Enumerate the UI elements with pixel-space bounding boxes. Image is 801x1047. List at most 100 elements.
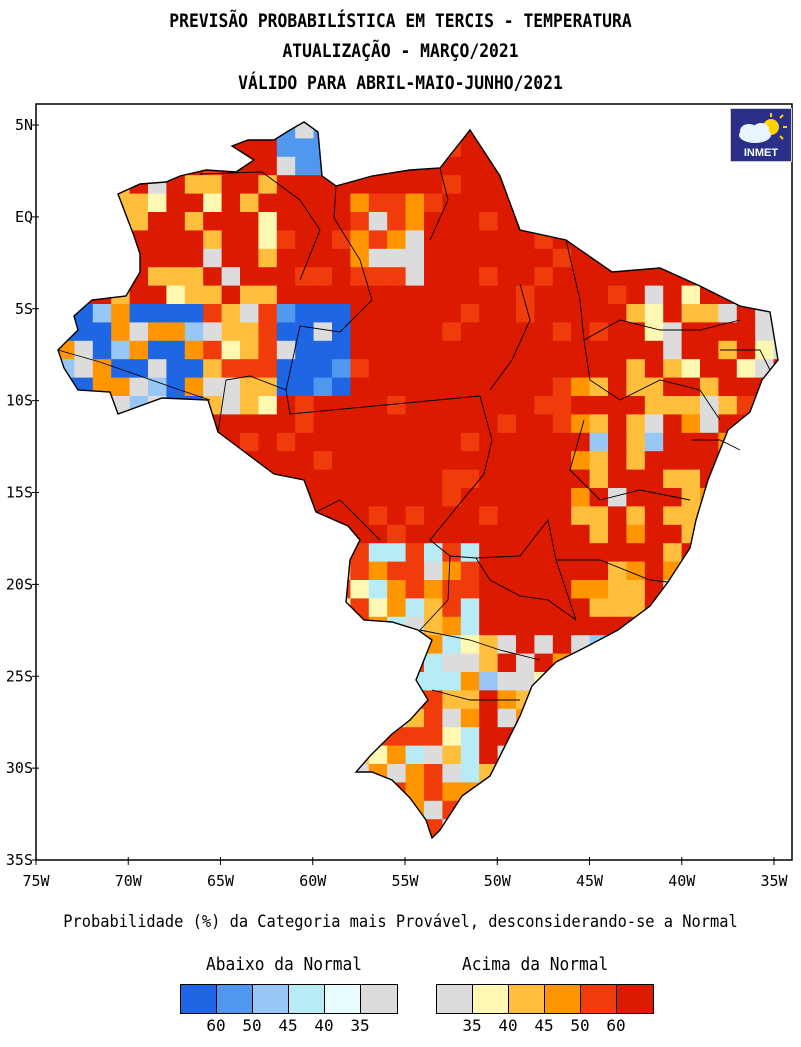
- legend-below-swatch: [217, 985, 253, 1013]
- probability-cell: [663, 524, 683, 544]
- probability-cell: [626, 524, 646, 544]
- probability-cell: [405, 580, 425, 599]
- probability-cell: [626, 580, 646, 599]
- probability-cell: [626, 432, 646, 452]
- probability-cell: [405, 727, 425, 747]
- probability-cell: [442, 377, 462, 397]
- probability-cell: [700, 304, 719, 323]
- probability-cell: [332, 488, 351, 507]
- probability-cell: [681, 304, 701, 323]
- probability-cell: [74, 340, 94, 360]
- probability-cell: [700, 322, 719, 342]
- probability-cell: [350, 267, 370, 287]
- probability-cell: [534, 396, 554, 415]
- lat-tick-label: 15S: [6, 484, 33, 502]
- lon-tick-label: 40W: [668, 872, 696, 890]
- probability-cell: [387, 745, 407, 765]
- probability-cell: [424, 377, 443, 397]
- probability-cell: [718, 304, 738, 323]
- probability-cell: [681, 340, 701, 360]
- probability-cell: [111, 322, 131, 342]
- probability-cell: [129, 304, 149, 323]
- probability-cell: [442, 414, 462, 434]
- probability-cell: [663, 285, 683, 305]
- probability-cell: [479, 543, 499, 563]
- probability-cell: [350, 322, 370, 342]
- probability-cell: [479, 212, 499, 231]
- probability-cell: [663, 451, 683, 471]
- probability-cell: [405, 285, 425, 305]
- probability-cell: [663, 359, 683, 379]
- probability-cell: [552, 635, 572, 655]
- probability-cell: [424, 672, 443, 691]
- probability-cell: [387, 506, 407, 526]
- probability-cell: [534, 304, 554, 323]
- probability-cell: [424, 212, 443, 231]
- probability-cell: [424, 285, 443, 305]
- probability-cell: [700, 340, 719, 360]
- probability-cell: [258, 248, 278, 268]
- probability-cell: [663, 414, 683, 434]
- probability-cell: [516, 488, 535, 507]
- probability-cell: [497, 543, 517, 563]
- probability-cell: [534, 635, 554, 655]
- probability-cell: [148, 248, 167, 268]
- probability-cell: [405, 598, 425, 618]
- probability-cell: [718, 396, 738, 415]
- probability-cell: [258, 212, 278, 231]
- probability-cell: [571, 580, 591, 599]
- probability-cell: [644, 414, 664, 434]
- probability-cell: [221, 267, 241, 287]
- probability-cell: [295, 212, 315, 231]
- probability-cell: [534, 377, 554, 397]
- probability-cell: [460, 359, 480, 379]
- legend-below-swatch: [181, 985, 217, 1013]
- probability-cell: [516, 451, 535, 471]
- probability-cell: [387, 488, 407, 507]
- probability-cell: [571, 322, 591, 342]
- probability-cell: [460, 304, 480, 323]
- probability-cell: [368, 304, 388, 323]
- probability-cell: [516, 543, 535, 563]
- probability-cell: [442, 782, 462, 802]
- lat-tick-label: EQ: [15, 208, 33, 226]
- probability-cell: [663, 432, 683, 452]
- probability-cell: [442, 175, 462, 195]
- probability-cell: [608, 469, 627, 489]
- probability-cell: [755, 322, 775, 342]
- state-borders: [57, 167, 771, 701]
- legend-above-value: 40: [498, 1016, 518, 1035]
- probability-cell: [424, 304, 443, 323]
- probability-cell: [166, 359, 186, 379]
- probability-cell: [240, 377, 259, 397]
- probability-cell: [350, 396, 370, 415]
- probability-cell: [442, 340, 462, 360]
- inmet-logo-text: INMET: [743, 147, 779, 159]
- probability-cell: [663, 469, 683, 489]
- probability-cell: [258, 285, 278, 305]
- probability-cell: [368, 488, 388, 507]
- probability-cell: [442, 156, 462, 176]
- probability-cell: [460, 377, 480, 397]
- probability-cell: [221, 230, 241, 250]
- probability-cell: [516, 359, 535, 379]
- probability-cell: [276, 396, 296, 415]
- probability-cell: [479, 175, 499, 195]
- probability-cell: [313, 414, 333, 434]
- probability-cell: [313, 488, 333, 507]
- probability-cell: [166, 322, 186, 342]
- probability-cell: [552, 432, 572, 452]
- probability-cell: [681, 451, 701, 471]
- probability-cell: [534, 598, 554, 618]
- probability-cell: [313, 451, 333, 471]
- probability-cell: [424, 451, 443, 471]
- probability-cell: [608, 561, 627, 581]
- probability-cell: [700, 359, 719, 379]
- probability-cell: [387, 193, 407, 213]
- probability-cell: [258, 414, 278, 434]
- probability-cell: [387, 322, 407, 342]
- probability-cell: [589, 616, 609, 636]
- probability-cell: [387, 598, 407, 618]
- probability-cell: [644, 506, 664, 526]
- probability-cell: [571, 561, 591, 581]
